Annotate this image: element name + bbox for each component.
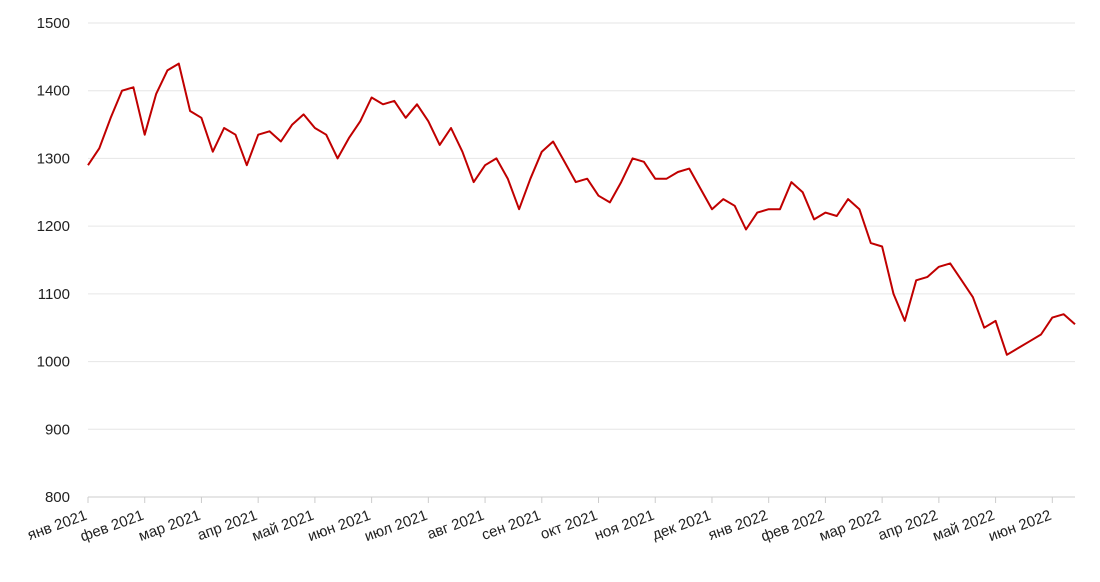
x-tick-label: мар 2021 [136, 507, 202, 545]
x-tick-label: май 2022 [930, 507, 996, 545]
y-tick-label: 1500 [37, 15, 70, 32]
x-tick-label: янв 2021 [25, 507, 89, 544]
x-tick-label: авг 2021 [425, 507, 487, 543]
x-tick-label: май 2021 [250, 507, 316, 545]
x-tick-label: июн 2022 [986, 507, 1053, 545]
y-tick-label: 800 [45, 489, 70, 506]
y-tick-label: 1100 [38, 286, 70, 303]
x-tick-label: июл 2021 [362, 507, 429, 545]
x-tick-label: апр 2022 [876, 507, 940, 544]
y-tick-label: 900 [45, 421, 70, 438]
x-tick-label: апр 2021 [195, 507, 259, 544]
x-tick-label: мар 2022 [817, 507, 883, 545]
x-tick-label: сен 2021 [479, 507, 543, 544]
x-tick-label: ноя 2021 [592, 507, 656, 544]
x-tick-label: фев 2021 [78, 507, 146, 546]
line [87, 62, 1076, 356]
x-tick-label: окт 2021 [538, 507, 600, 543]
y-tick-label: 1400 [37, 83, 70, 100]
y-tick-label: 1200 [37, 218, 70, 235]
y-tick-label: 1300 [37, 150, 70, 167]
x-tick-label: дек 2021 [650, 507, 713, 544]
x-tick-label: янв 2022 [706, 507, 770, 544]
x-tick-label: июн 2021 [306, 507, 373, 545]
x-tick-label: фев 2022 [759, 507, 827, 546]
y-tick-label: 1000 [37, 354, 70, 371]
